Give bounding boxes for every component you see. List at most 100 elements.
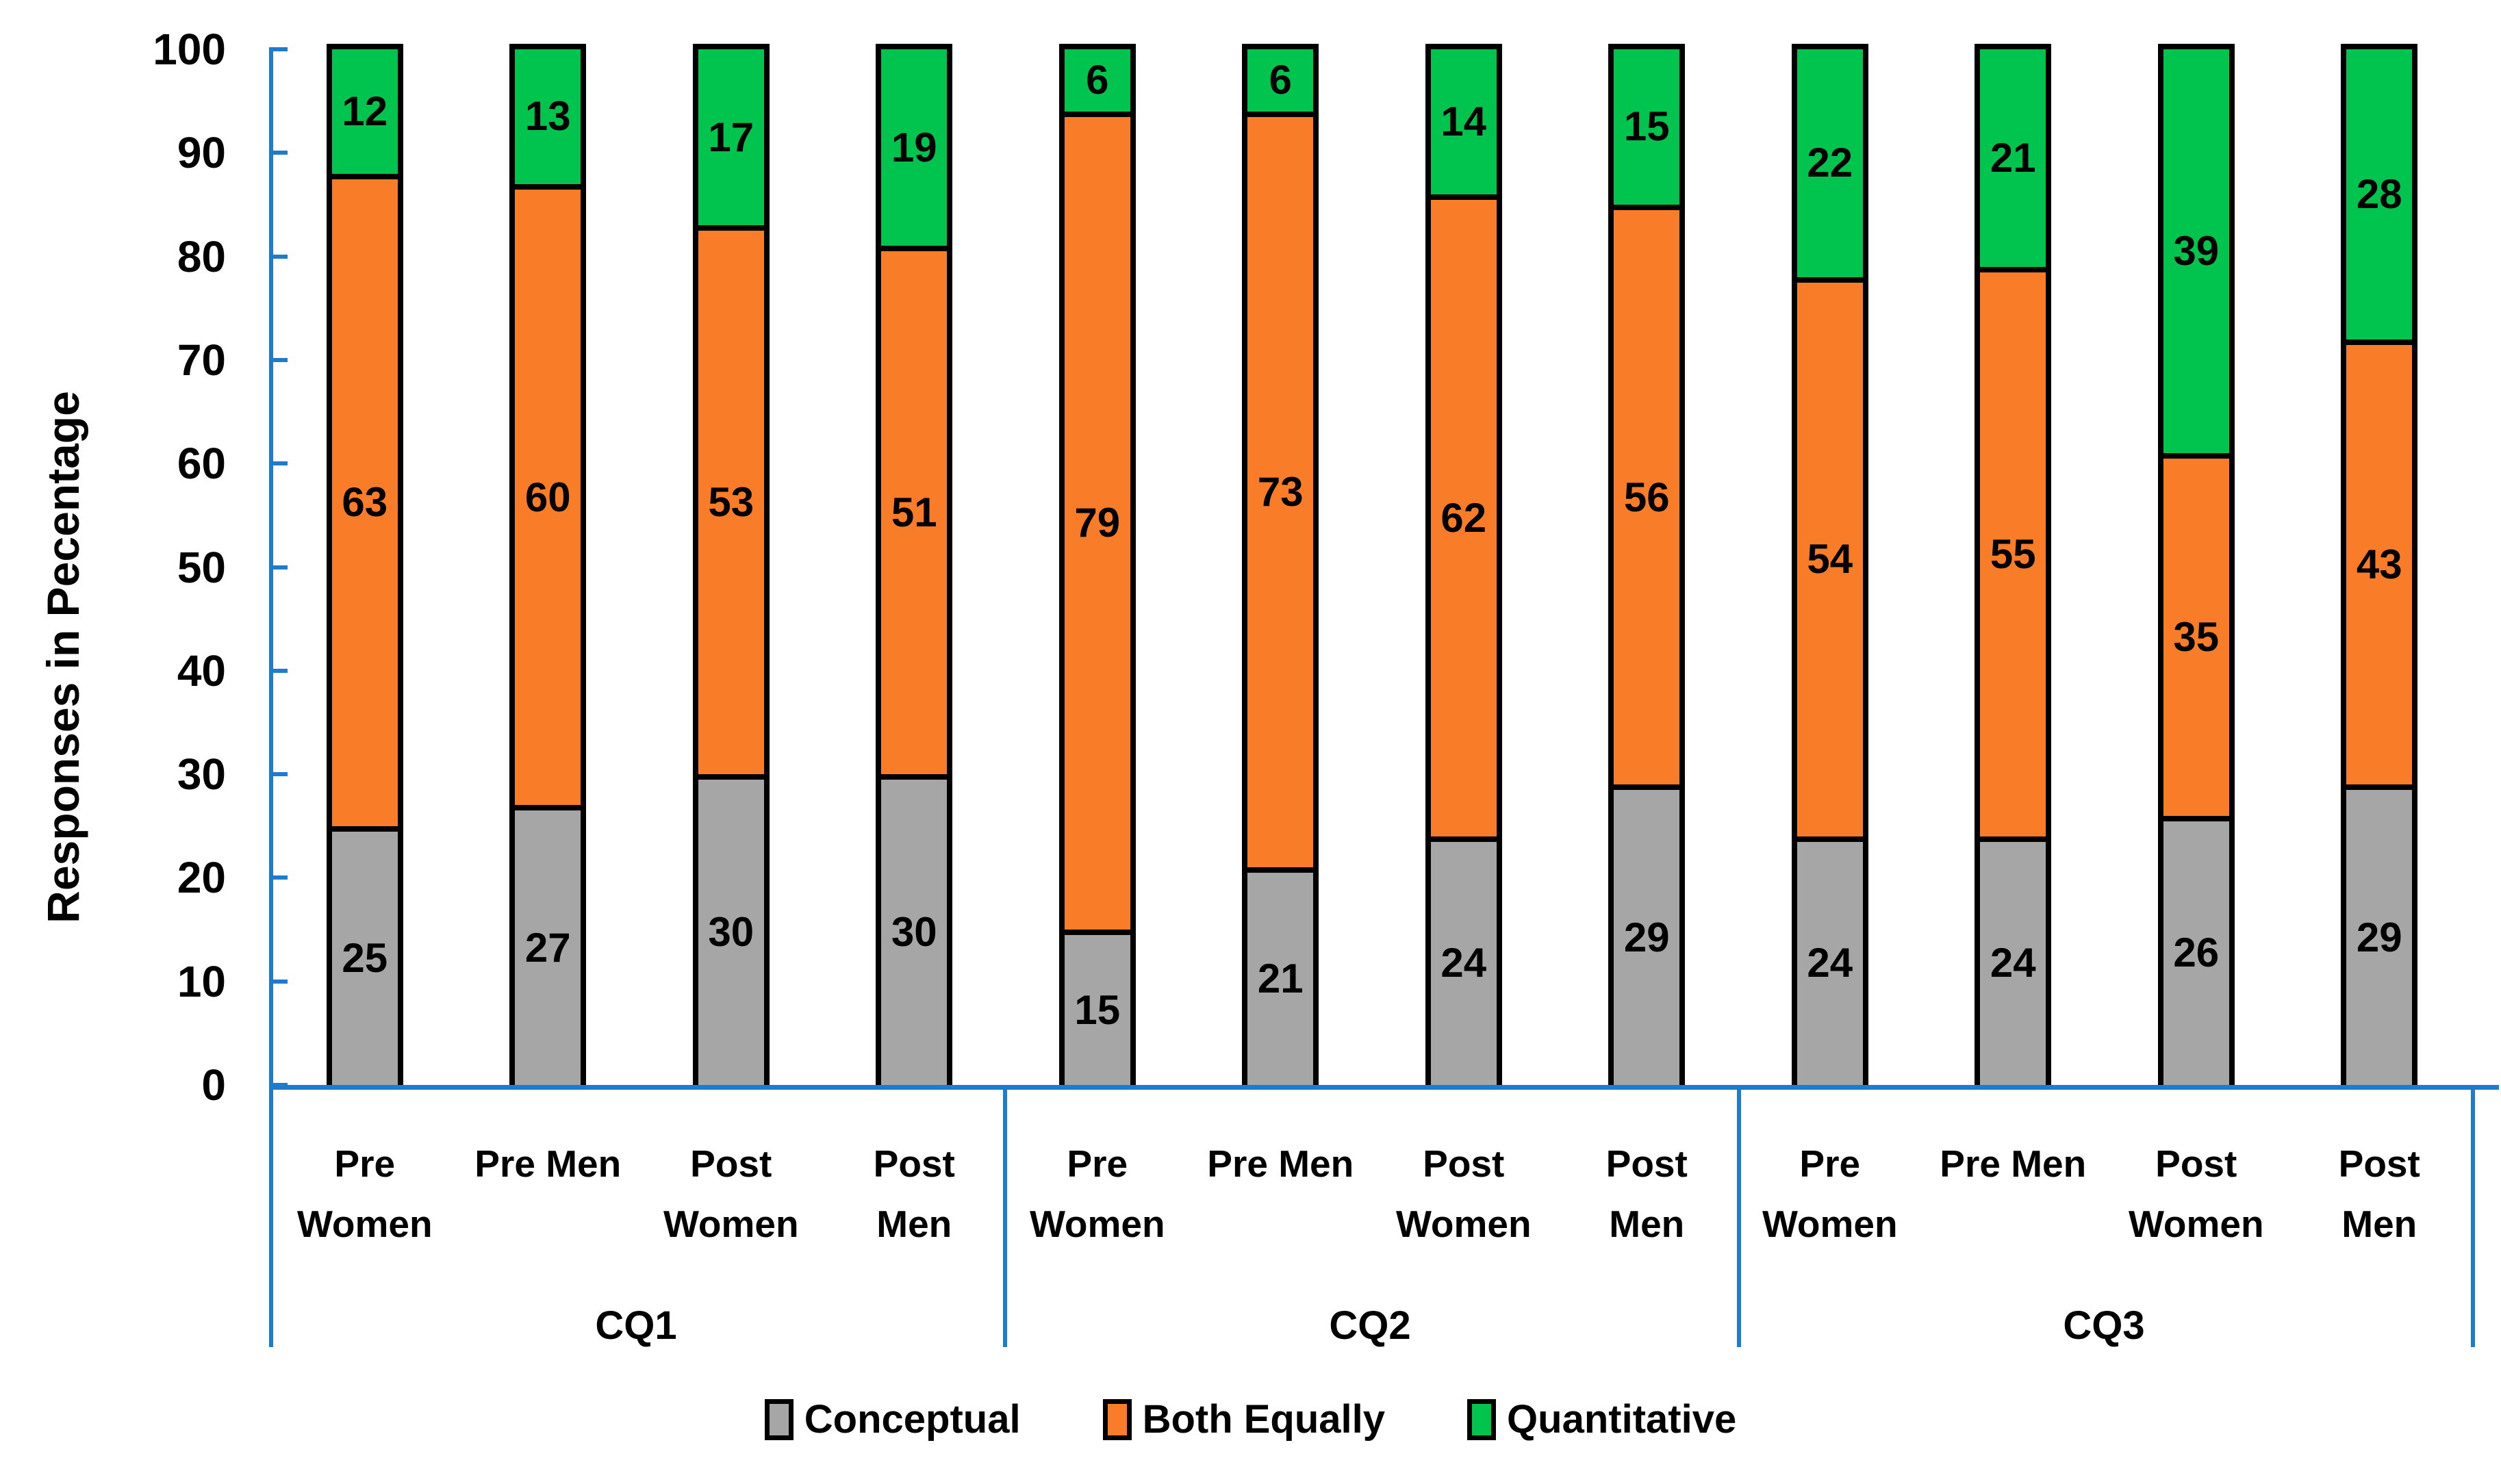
bar-segment-conceptual: 29 xyxy=(2346,784,2413,1085)
conceptual-swatch-icon xyxy=(764,1398,794,1440)
value-label: 26 xyxy=(2173,930,2220,976)
legend: Conceptual Both Equally Quantitative xyxy=(0,1396,2501,1442)
category-label: Pre Women xyxy=(985,1134,1210,1254)
group-label: CQ2 xyxy=(1329,1303,1411,1348)
category-label-line: Women xyxy=(2128,1203,2264,1245)
bar-segment-conceptual: 25 xyxy=(331,826,398,1085)
stacked-bar: 39 35 26 xyxy=(2157,44,2235,1085)
y-tick-label: 30 xyxy=(177,750,226,799)
value-label: 51 xyxy=(891,489,937,536)
bar-segment-quantitative: 22 xyxy=(1797,49,1863,277)
bar-segment-both-equally: 60 xyxy=(515,183,581,806)
y-tick-label: 10 xyxy=(177,956,226,1006)
group-label: CQ1 xyxy=(595,1303,677,1348)
bar-segment-both-equally: 56 xyxy=(1614,204,1680,785)
value-label: 29 xyxy=(2356,914,2402,960)
group-label: CQ3 xyxy=(2063,1303,2145,1348)
y-tick-mark xyxy=(269,47,288,51)
bar-segment-both-equally: 54 xyxy=(1797,277,1863,836)
bar-segment-quantitative: 15 xyxy=(1614,49,1680,205)
category-label: Post Men xyxy=(1535,1134,1760,1254)
category-divider-line xyxy=(2471,1085,2475,1347)
value-label: 21 xyxy=(1257,956,1304,1002)
category-label-line: Women xyxy=(1395,1203,1532,1245)
value-label: 6 xyxy=(1086,57,1109,103)
bar-segment-conceptual: 24 xyxy=(1430,836,1497,1085)
y-tick-label: 90 xyxy=(177,128,226,178)
category-label-line: Men xyxy=(1609,1203,1685,1245)
bar-segment-quantitative: 17 xyxy=(698,49,764,226)
bar-segment-quantitative: 12 xyxy=(331,49,398,174)
category-label-line: Pre xyxy=(1067,1142,1128,1185)
bar-segment-conceptual: 26 xyxy=(2163,815,2229,1085)
value-label: 14 xyxy=(1440,98,1487,144)
value-label: 21 xyxy=(1990,134,2036,181)
value-label: 53 xyxy=(708,479,754,526)
value-label: 24 xyxy=(1990,940,2036,986)
bar-segment-quantitative: 19 xyxy=(881,49,948,246)
value-label: 25 xyxy=(342,934,388,981)
y-axis-line xyxy=(269,49,273,1090)
stacked-bar: 21 55 24 xyxy=(1975,44,2052,1085)
value-label: 60 xyxy=(524,474,571,520)
category-label-line: Post xyxy=(2338,1142,2420,1185)
bar-segment-conceptual: 29 xyxy=(1614,784,1680,1085)
value-label: 22 xyxy=(1807,140,1853,186)
bar-segment-both-equally: 53 xyxy=(698,225,764,775)
stacked-bar: 17 53 30 xyxy=(692,44,770,1085)
category-label-line: Pre xyxy=(1799,1142,1861,1185)
category-divider-line xyxy=(1737,1085,1741,1347)
category-label-line: Women xyxy=(1029,1203,1165,1245)
category-label: Pre Men xyxy=(436,1134,661,1194)
category-label: Pre Women xyxy=(253,1134,477,1254)
category-label: Post Women xyxy=(619,1134,843,1254)
stacked-bar: 6 79 15 xyxy=(1058,44,1136,1085)
category-label-line: Pre Men xyxy=(474,1142,622,1185)
category-divider-line xyxy=(269,1085,273,1347)
y-tick-mark xyxy=(269,254,288,259)
category-label: Pre Women xyxy=(1718,1134,1942,1254)
bar-segment-conceptual: 15 xyxy=(1064,930,1130,1085)
stacked-bar: 14 62 24 xyxy=(1425,44,1502,1085)
legend-label: Quantitative xyxy=(1507,1397,1737,1442)
value-label: 35 xyxy=(2173,613,2220,660)
category-label-line: Post xyxy=(873,1142,955,1185)
value-label: 15 xyxy=(1074,986,1121,1033)
value-label: 24 xyxy=(1807,940,1853,986)
value-label: 63 xyxy=(342,479,388,526)
bar-segment-quantitative: 6 xyxy=(1064,49,1130,112)
category-label: Post Women xyxy=(2084,1134,2309,1254)
bar-segment-both-equally: 35 xyxy=(2163,453,2229,816)
category-label-line: Women xyxy=(663,1203,799,1245)
legend-item-both-equally: Both Equally xyxy=(1102,1396,1385,1442)
bar-segment-conceptual: 24 xyxy=(1797,836,1863,1085)
value-label: 29 xyxy=(1623,914,1670,960)
bar-segment-conceptual: 21 xyxy=(1247,867,1314,1085)
value-label: 19 xyxy=(891,124,937,170)
category-label-line: Pre Men xyxy=(1940,1142,2087,1185)
category-label-line: Post xyxy=(2155,1142,2237,1185)
value-label: 30 xyxy=(891,909,937,956)
category-label-line: Post xyxy=(1423,1142,1505,1185)
value-label: 39 xyxy=(2173,228,2220,274)
quantitative-swatch-icon xyxy=(1467,1398,1497,1440)
y-tick-mark xyxy=(269,357,288,362)
category-label: Pre Men xyxy=(1169,1134,1393,1194)
category-label-line: Pre xyxy=(334,1142,396,1185)
value-label: 30 xyxy=(708,909,754,956)
category-label-line: Post xyxy=(690,1142,772,1185)
stacked-bar: 13 60 27 xyxy=(509,44,587,1085)
bar-segment-both-equally: 43 xyxy=(2346,339,2413,785)
category-label-line: Women xyxy=(1762,1203,1898,1245)
stacked-bar: 28 43 29 xyxy=(2341,44,2418,1085)
value-label: 28 xyxy=(2356,170,2402,217)
value-label: 79 xyxy=(1074,500,1121,546)
bar-segment-quantitative: 6 xyxy=(1247,49,1314,112)
stacked-bar: 19 51 30 xyxy=(876,44,953,1085)
value-label: 62 xyxy=(1440,494,1487,541)
bar-segment-conceptual: 27 xyxy=(515,805,581,1085)
bar-segment-conceptual: 24 xyxy=(1980,836,2046,1085)
value-label: 24 xyxy=(1440,940,1487,986)
y-tick-label: 80 xyxy=(177,231,226,281)
